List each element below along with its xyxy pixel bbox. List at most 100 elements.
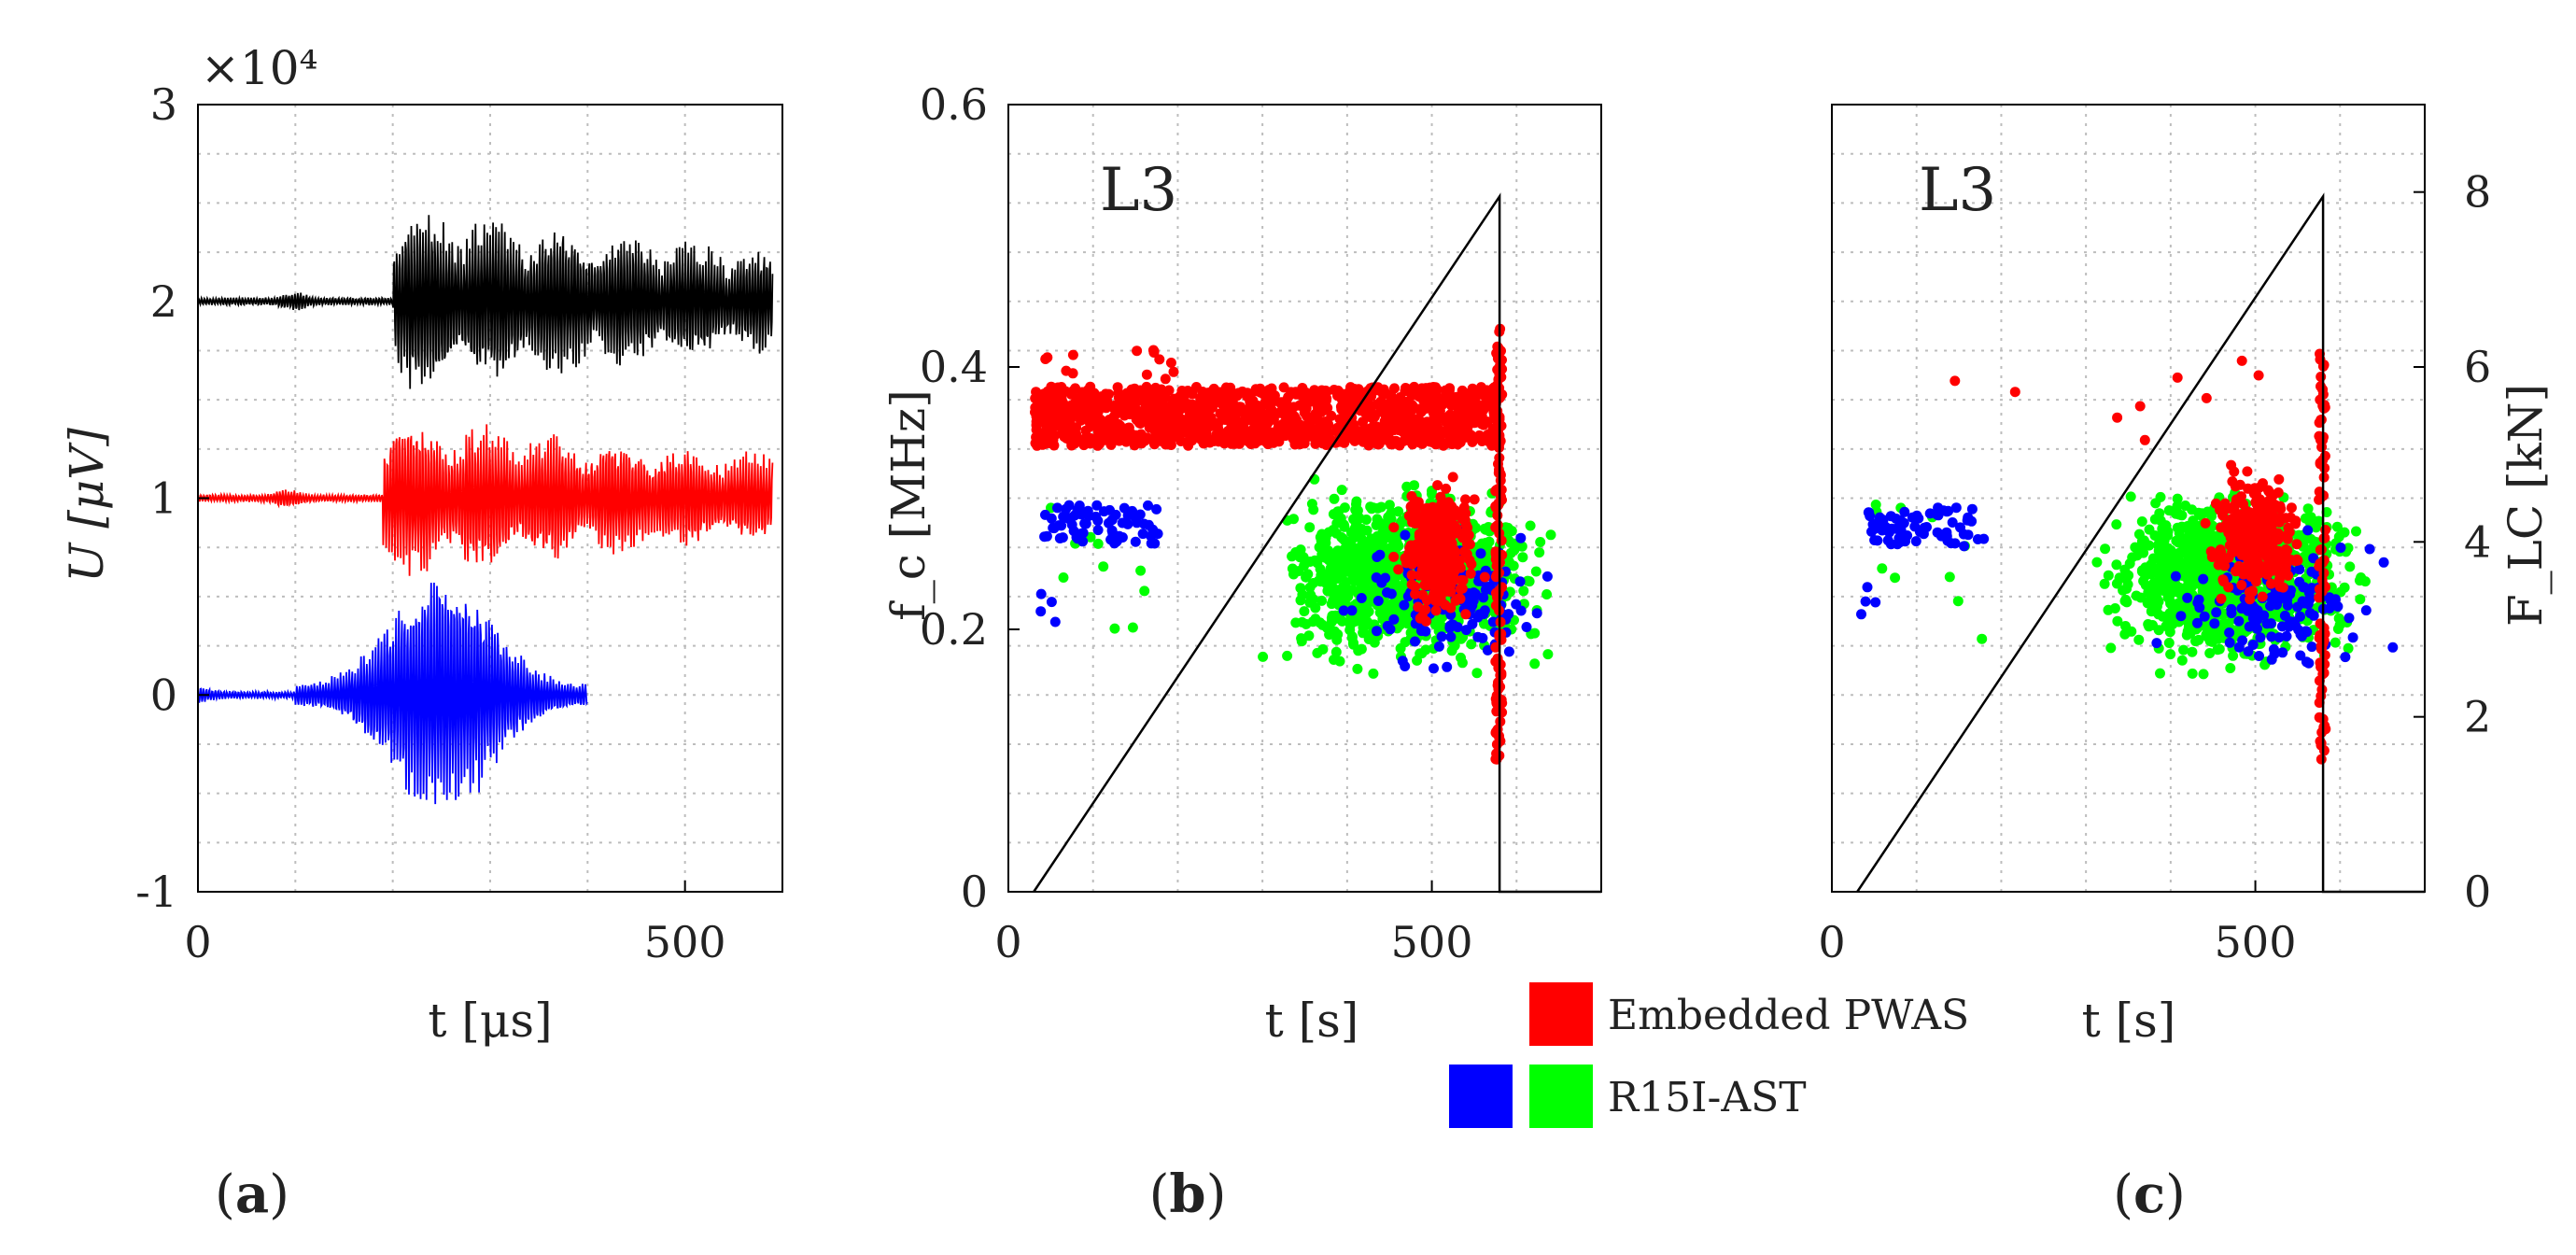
scatter-point-green — [2187, 668, 2198, 679]
scatter-point-green — [2111, 519, 2122, 530]
scatter-point-green — [2172, 501, 2183, 512]
scatter-point-blue — [1429, 663, 1439, 674]
y-tick-label: 1 — [150, 473, 177, 524]
scatter-point-red — [1455, 555, 1465, 566]
scatter-point-red — [1414, 403, 1425, 415]
waveform-blue — [197, 582, 588, 805]
scatter-point-red — [1088, 420, 1099, 431]
scatter-point-red — [1163, 402, 1174, 412]
scatter-point-red — [1129, 440, 1140, 451]
scatter-point-red — [1466, 558, 1477, 570]
scatter-point-green — [1517, 552, 1528, 563]
scatter-point-red — [2283, 570, 2294, 581]
scatter-point-green — [1387, 532, 1398, 543]
scatter-point-red — [2290, 556, 2302, 567]
scatter-point-green — [1429, 619, 1441, 630]
scatter-point-red — [2213, 559, 2224, 571]
scatter-point-green — [2201, 563, 2212, 574]
scatter-point-blue — [2294, 564, 2305, 575]
scatter-point-green — [2155, 491, 2166, 502]
scatter-point-red — [2258, 478, 2268, 489]
scatter-point-blue — [1921, 522, 1932, 532]
scatter-point-red — [2200, 517, 2211, 529]
y-tick-label: 2 — [2464, 692, 2491, 742]
scatter-point-blue — [1091, 500, 1103, 511]
scatter-point-blue — [1950, 502, 1962, 514]
scatter-point-red — [1320, 394, 1331, 405]
scatter-point-red — [1054, 393, 1065, 403]
scatter-point-red — [1146, 406, 1157, 417]
scatter-point-green — [1457, 657, 1468, 669]
scatter-point-red — [1434, 557, 1445, 569]
scatter-point-red — [1183, 440, 1194, 451]
scatter-point-blue — [1099, 506, 1109, 517]
scatter-point-blue — [1041, 530, 1052, 542]
scatter-point-red — [2227, 527, 2238, 538]
scatter-point-green — [1386, 599, 1396, 611]
scatter-point-blue — [1856, 609, 1866, 620]
scatter-point-red — [2232, 543, 2244, 555]
scatter-point-green — [1541, 589, 1553, 599]
scatter-point-red — [2227, 476, 2238, 487]
scatter-point-red — [1465, 568, 1476, 579]
scatter-point-red — [1400, 553, 1411, 564]
scatter-point-green — [1337, 533, 1348, 544]
scatter-point-red — [1194, 424, 1205, 435]
scatter-point-red — [1048, 429, 1059, 440]
scatter-point-blue — [1397, 656, 1408, 667]
scatter-point-green — [2103, 570, 2114, 581]
scatter-point-green — [2189, 525, 2200, 536]
scatter-point-blue — [1372, 552, 1383, 562]
scatter-point-blue — [1958, 529, 1969, 540]
scatter-point-red — [1099, 400, 1110, 410]
scatter-point-red — [1492, 341, 1503, 352]
scatter-point-blue — [2268, 643, 2279, 655]
panel-c-label: (c) — [2113, 1163, 2186, 1225]
scatter-point-red — [1301, 403, 1312, 414]
scatter-point-blue — [1436, 631, 1447, 642]
scatter-point-red — [1420, 604, 1431, 615]
scatter-point-blue — [1541, 571, 1553, 582]
scatter-point-red — [1295, 439, 1306, 450]
scatter-point-blue — [1870, 597, 1881, 608]
scatter-point-blue — [1066, 519, 1077, 530]
scatter-point-green — [1327, 550, 1337, 561]
scatter-point-red — [1410, 389, 1421, 401]
scatter-point-green — [2166, 560, 2177, 571]
scatter-point-red — [1146, 416, 1157, 428]
scatter-point-blue — [1521, 622, 1532, 632]
scatter-point-red — [1390, 422, 1401, 433]
scatter-point-green — [2330, 637, 2341, 648]
scatter-point-red — [1203, 421, 1214, 431]
scatter-point-red — [1492, 569, 1503, 579]
scatter-point-blue — [1442, 661, 1453, 672]
scatter-point-red — [1430, 605, 1442, 616]
scatter-point-red — [1067, 349, 1078, 360]
scatter-point-green — [1466, 639, 1477, 650]
scatter-point-blue — [2254, 651, 2264, 661]
scatter-point-red — [1416, 512, 1428, 523]
scatter-point-red — [2275, 503, 2287, 515]
panel-c-xlabel: t [s] — [2082, 994, 2176, 1048]
scatter-point-green — [1297, 616, 1308, 628]
scatter-point-green — [2156, 543, 2167, 554]
scatter-point-red — [1457, 583, 1468, 594]
scatter-point-blue — [1941, 527, 1952, 538]
scatter-point-red — [1155, 416, 1166, 427]
scatter-point-red — [1378, 427, 1389, 438]
scatter-point-blue — [2199, 611, 2210, 622]
scatter-point-red — [1362, 397, 1373, 408]
scatter-point-blue — [2233, 642, 2245, 653]
scatter-point-blue — [2198, 573, 2209, 585]
scatter-point-green — [2133, 634, 2145, 645]
scatter-point-blue — [1882, 535, 1893, 546]
scatter-point-blue — [1946, 538, 1957, 549]
scatter-point-green — [1339, 502, 1350, 514]
scatter-point-red — [1497, 582, 1508, 593]
panel-a-xlabel: t [μs] — [428, 994, 552, 1048]
scatter-point-red — [1175, 394, 1187, 405]
scatter-point-green — [1327, 626, 1338, 637]
